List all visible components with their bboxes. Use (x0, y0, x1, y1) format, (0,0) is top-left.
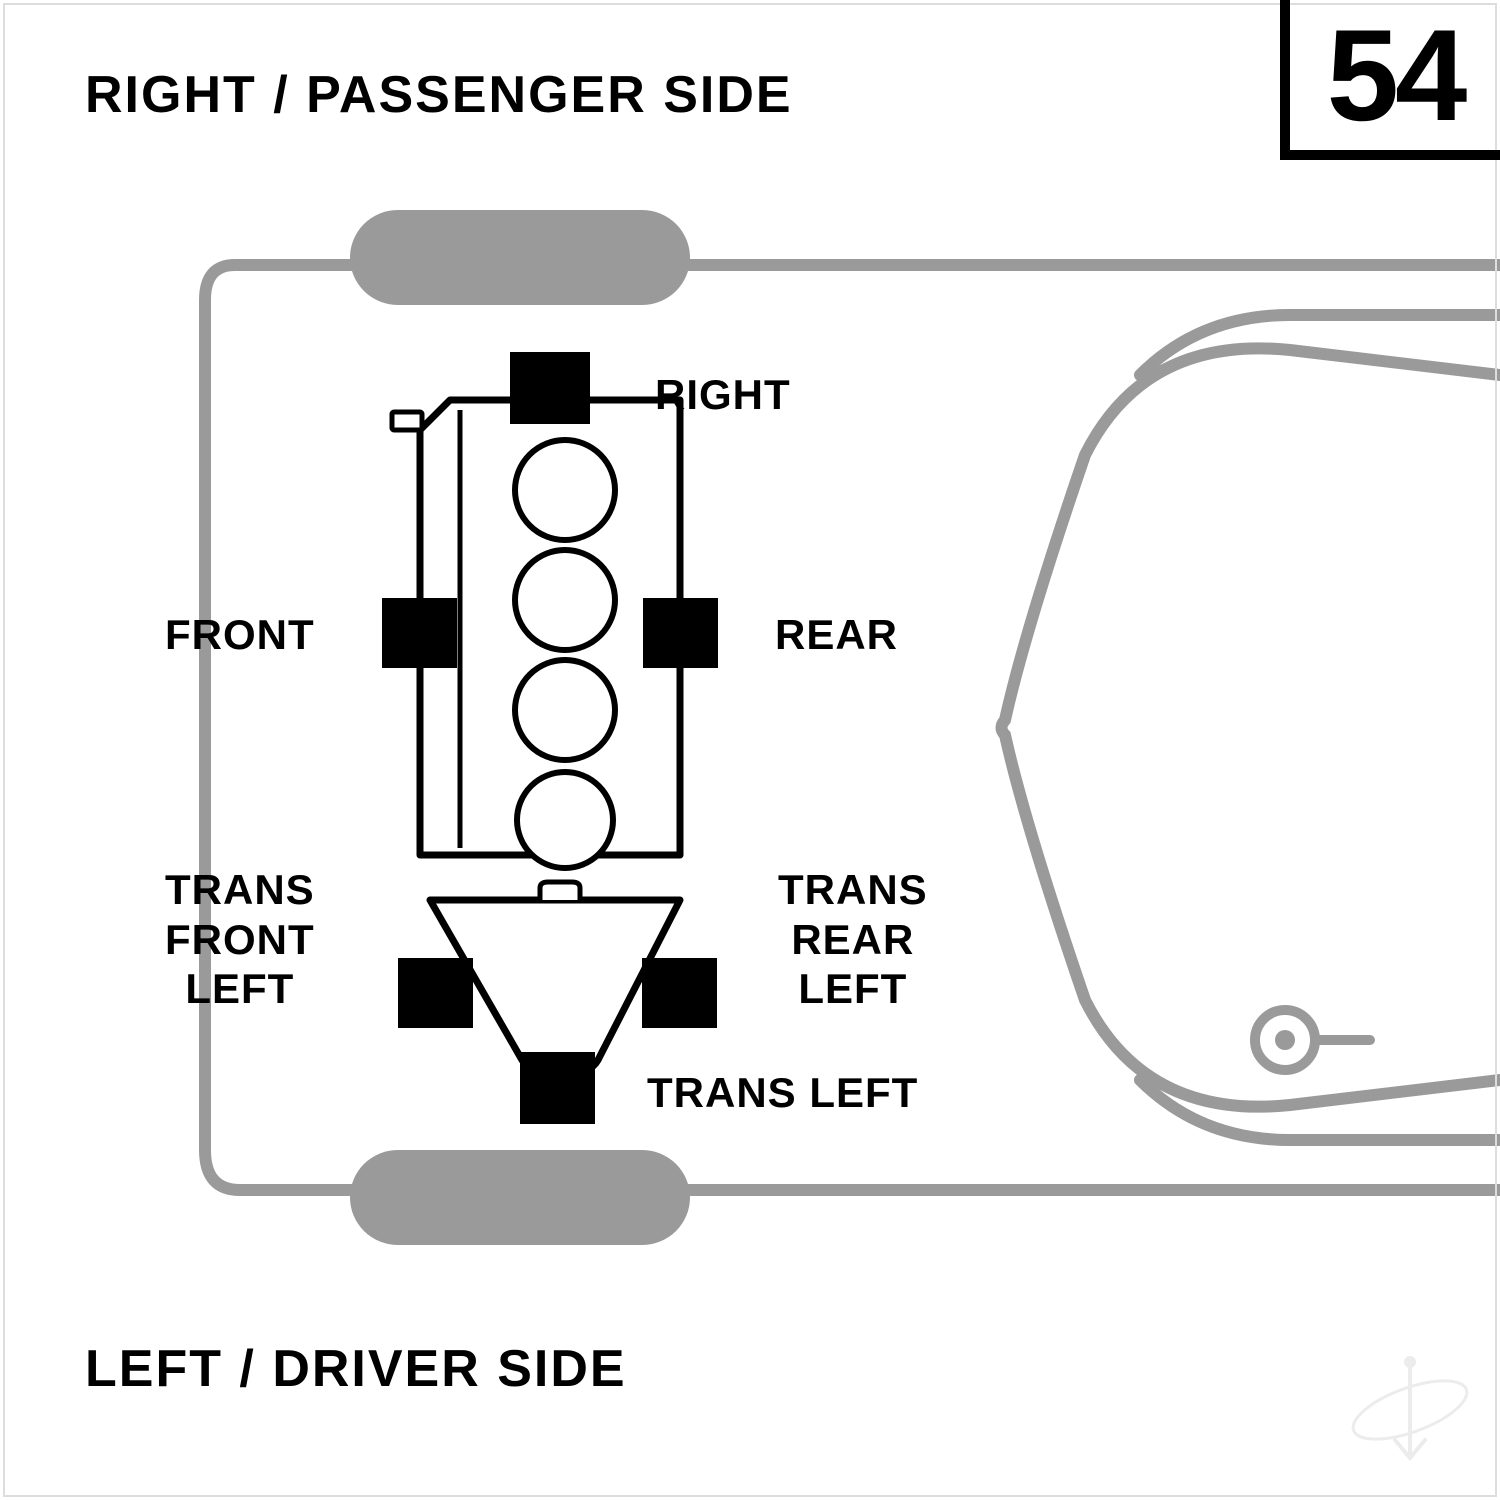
cylinder-2 (515, 550, 615, 650)
cylinder-1 (515, 440, 615, 540)
page-number: 54 (1327, 0, 1464, 150)
car-outline (205, 265, 1500, 1190)
engine-mount-diagram: 54 (0, 0, 1500, 1500)
label-front: FRONT (165, 610, 315, 660)
mount-trans-rear-left (642, 958, 717, 1028)
wheel-left (350, 1150, 690, 1245)
label-trans-rear-left: TRANS REAR LEFT (778, 865, 928, 1014)
diagram-svg (0, 0, 1500, 1500)
label-right: RIGHT (655, 370, 791, 420)
page-number-box: 54 (1280, 0, 1500, 160)
mount-right (510, 352, 590, 424)
label-trans-left: TRANS LEFT (647, 1068, 918, 1118)
mount-trans-left (520, 1052, 595, 1124)
cylinder-3 (515, 660, 615, 760)
title-left-driver: LEFT / DRIVER SIDE (85, 1339, 627, 1400)
title-right-passenger: RIGHT / PASSENGER SIDE (85, 65, 793, 126)
cylinder-4 (517, 772, 613, 868)
label-trans-front-left: TRANS FRONT LEFT (165, 865, 315, 1014)
mount-trans-front-left (398, 958, 473, 1028)
watermark-icon (1340, 1340, 1480, 1480)
wheel-right (350, 210, 690, 305)
mount-front (382, 598, 457, 668)
label-rear: REAR (775, 610, 898, 660)
mount-rear (643, 598, 718, 668)
